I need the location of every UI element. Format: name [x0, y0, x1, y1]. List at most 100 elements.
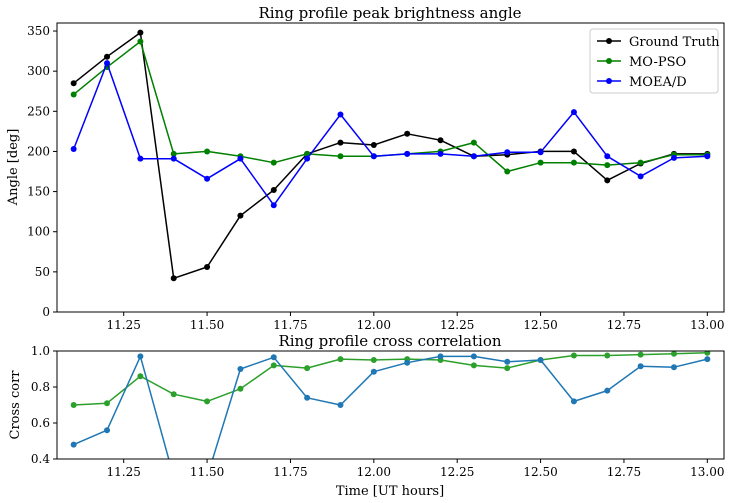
- crosscorr-chart-title: Ring profile cross correlation: [278, 332, 501, 350]
- crosscorr-series-0-point: [304, 365, 311, 372]
- angle-series-2-point: [504, 149, 511, 156]
- angle-series-2-point: [570, 109, 577, 116]
- angle-series-2-point: [337, 111, 344, 118]
- angle-xtick-label: 11.50: [190, 318, 224, 332]
- angle-series-0-point: [104, 53, 111, 60]
- angle-series-1-point: [270, 159, 277, 166]
- legend-label: MO-PSO: [629, 55, 686, 70]
- angle-series-2-point: [70, 146, 77, 153]
- crosscorr-series-0-point: [104, 400, 111, 407]
- angle-series-0-point: [137, 29, 144, 36]
- crosscorr-series-1-point: [337, 402, 344, 408]
- crosscorr-series-1-point: [670, 364, 677, 371]
- crosscorr-xtick-label: 12.00: [357, 465, 391, 479]
- crosscorr-series-1-point: [704, 356, 711, 363]
- angle-series-1-point: [537, 159, 544, 166]
- angle-series-0-point: [70, 80, 77, 87]
- angle-xtick-label: 12.25: [440, 318, 474, 332]
- angle-ytick-label: 300: [27, 64, 50, 78]
- crosscorr-series-1-point: [604, 387, 611, 394]
- angle-series-0-point: [204, 264, 211, 271]
- angle-series-0-point: [170, 275, 177, 282]
- angle-series-1-point: [204, 148, 211, 155]
- angle-series-2-point: [170, 155, 177, 162]
- crosscorr-series-1-point: [104, 427, 111, 434]
- crosscorr-chart-xlabel: Time [UT hours]: [336, 484, 444, 499]
- angle-series-2-point: [270, 202, 277, 209]
- crosscorr-series-1-point: [637, 363, 644, 370]
- angle-ytick-label: 100: [27, 225, 50, 239]
- crosscorr-xtick-label: 12.25: [440, 465, 474, 479]
- legend-box: [589, 28, 719, 94]
- angle-ytick-label: 350: [27, 24, 50, 38]
- crosscorr-xtick-label: 13.00: [690, 465, 724, 479]
- angle-series-2-point: [237, 155, 244, 162]
- crosscorr-chart-series-group: [70, 351, 711, 480]
- crosscorr-series-1-point: [70, 441, 77, 448]
- angle-xtick-label: 11.25: [107, 318, 141, 332]
- crosscorr-series-0-point: [370, 357, 377, 363]
- crosscorr-series-0-point: [137, 373, 144, 380]
- angle-series-0-point: [270, 186, 277, 193]
- crosscorr-series-1-point: [370, 368, 377, 375]
- angle-series-1-point: [637, 159, 644, 166]
- legend-label: Ground Truth: [629, 35, 720, 50]
- crosscorr-series-0-line: [73, 352, 708, 406]
- legend-marker: [606, 78, 612, 84]
- crosscorr-series-0-point: [670, 351, 677, 357]
- crosscorr-series-1-point: [171, 474, 177, 480]
- crosscorr-ytick-label: 0.8: [31, 380, 50, 394]
- crosscorr-series-0-point: [470, 362, 477, 369]
- angle-chart-ylabel: Angle [deg]: [6, 129, 21, 207]
- crosscorr-series-1-point: [470, 353, 477, 360]
- crosscorr-series-0-point: [570, 352, 577, 359]
- crosscorr-series-0-point: [504, 365, 511, 372]
- angle-series-1-point: [570, 159, 577, 166]
- crosscorr-series-0-point: [204, 398, 211, 405]
- angle-series-2-point: [670, 154, 677, 161]
- crosscorr-series-0-point: [270, 362, 277, 369]
- angle-series-0-point: [237, 212, 244, 219]
- crosscorr-series-1-point: [304, 394, 311, 401]
- angle-series-2-point: [604, 153, 611, 160]
- angle-chart-series-group: [70, 29, 711, 282]
- angle-chart: Ring profile peak brightness angle 11.25…: [6, 4, 725, 332]
- angle-chart-axes: 11.25 11.50 11.75 12.00 12.25 12.50 12.75 13.00…: [27, 24, 724, 332]
- angle-series-1-point: [70, 91, 77, 98]
- angle-xtick-label: 12.00: [357, 318, 391, 332]
- crosscorr-series-1-point: [437, 353, 444, 360]
- crosscorr-chart: Ring profile cross correlation 11.25 11.5…: [8, 332, 725, 499]
- angle-chart-title: Ring profile peak brightness angle: [258, 4, 521, 22]
- angle-series-0-line: [73, 31, 708, 280]
- angle-series-2-point: [137, 155, 144, 162]
- angle-series-0-point: [404, 130, 411, 137]
- crosscorr-series-1-point: [404, 359, 411, 366]
- angle-series-2-point: [470, 153, 477, 160]
- crosscorr-chart-axes: 11.25 11.50 11.75 12.00 12.25 12.50 12.75 13.00…: [31, 344, 725, 479]
- angle-series-0-point: [604, 177, 611, 184]
- angle-xtick-label: 12.50: [523, 318, 557, 332]
- legend-marker: [606, 58, 612, 64]
- legend-label: MOEA/D: [629, 75, 687, 90]
- angle-series-1-point: [304, 150, 311, 157]
- angle-series-1-point: [470, 139, 477, 146]
- crosscorr-ytick-label: 0.4: [31, 452, 50, 466]
- angle-series-1-point: [337, 153, 344, 160]
- crosscorr-ytick-label: 1.0: [31, 344, 50, 358]
- crosscorr-xtick-label: 12.75: [607, 465, 641, 479]
- crosscorr-series-0-point: [337, 356, 344, 363]
- angle-series-1-point: [504, 168, 511, 175]
- crosscorr-series-0-point: [237, 385, 244, 392]
- crosscorr-series-1-point: [270, 354, 277, 361]
- crosscorr-series-0-point: [704, 351, 711, 356]
- angle-series-2-point: [370, 153, 377, 160]
- legend: Ground Truth MO-PSO MOEA/D: [589, 28, 720, 94]
- crosscorr-xtick-label: 11.25: [107, 465, 141, 479]
- crosscorr-ytick-label: 0.6: [31, 416, 50, 430]
- crosscorr-xtick-label: 11.50: [190, 465, 224, 479]
- angle-series-0-point: [437, 137, 444, 144]
- crosscorr-xtick-label: 11.75: [273, 465, 307, 479]
- crosscorr-series-0-point: [170, 391, 177, 398]
- angle-ytick-label: 50: [35, 265, 50, 279]
